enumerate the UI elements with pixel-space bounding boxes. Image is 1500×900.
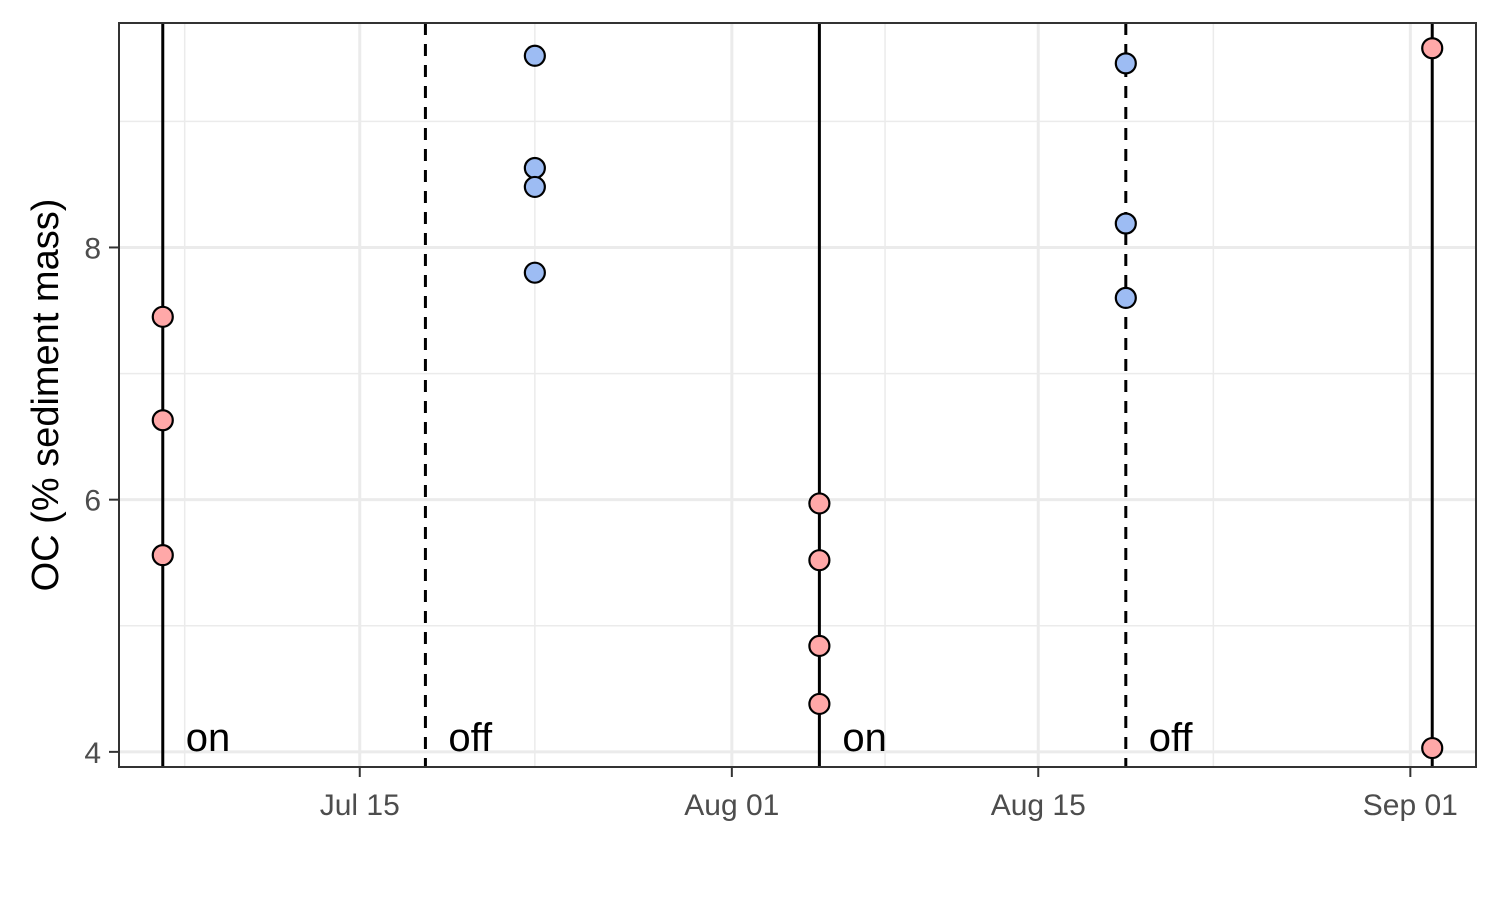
data-point xyxy=(1114,286,1137,310)
panel-background xyxy=(119,23,1476,767)
data-point xyxy=(808,634,831,658)
y-tick-label: 4 xyxy=(84,737,101,770)
x-tick-label: Jul 15 xyxy=(320,789,400,822)
data-point xyxy=(523,261,546,284)
data-point xyxy=(1421,736,1444,760)
plot-panel: on off on off xyxy=(118,22,1477,768)
x-axis: Jul 15 Aug 01 Aug 15 Sep 01 xyxy=(320,767,1458,822)
data-point xyxy=(151,305,174,328)
event-label: off xyxy=(448,716,493,760)
data-points xyxy=(151,37,1444,760)
data-point xyxy=(808,549,831,572)
x-tick-label: Aug 01 xyxy=(684,789,779,822)
x-tick-label: Sep 01 xyxy=(1363,789,1458,822)
y-tick-label: 6 xyxy=(84,485,101,518)
event-label: off xyxy=(1149,716,1194,760)
data-point xyxy=(151,544,174,567)
y-axis-title: OC (% sediment mass) xyxy=(25,199,67,592)
data-point xyxy=(1114,212,1137,235)
event-label: on xyxy=(186,716,231,760)
y-tick-label: 8 xyxy=(84,232,101,265)
data-point xyxy=(808,692,831,716)
data-point xyxy=(523,175,546,199)
data-point xyxy=(151,409,174,432)
data-point xyxy=(523,156,546,180)
data-point xyxy=(1114,52,1137,75)
major-gridlines xyxy=(119,23,1476,767)
minor-gridlines xyxy=(119,23,1476,767)
data-point xyxy=(808,492,831,515)
event-annotations: on off on off xyxy=(186,716,1194,760)
data-point xyxy=(1421,37,1444,60)
y-axis: 4 6 8 xyxy=(84,232,119,770)
event-label: on xyxy=(842,716,887,760)
data-point xyxy=(523,44,546,67)
panel-border xyxy=(118,22,1477,768)
x-tick-label: Aug 15 xyxy=(991,789,1086,822)
